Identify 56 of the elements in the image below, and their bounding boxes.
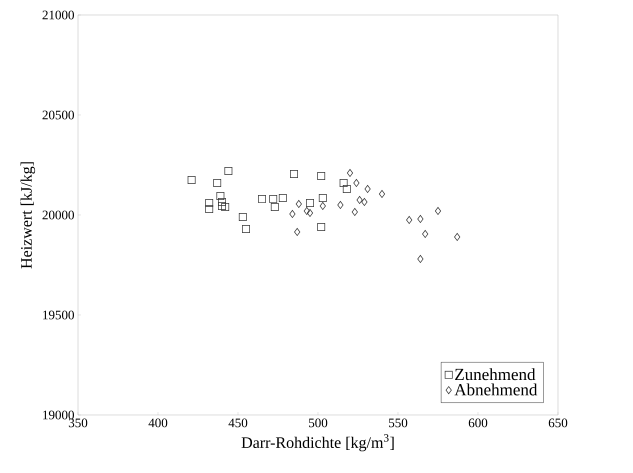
point — [320, 202, 326, 210]
y-tick-label: 20500 — [42, 110, 74, 120]
point — [422, 230, 428, 238]
x-tick-label: 500 — [309, 418, 328, 428]
point — [417, 255, 424, 263]
point — [317, 223, 326, 231]
point — [340, 179, 348, 187]
y-tick-label: 21000 — [42, 10, 74, 20]
point — [318, 194, 327, 202]
point — [290, 170, 298, 178]
point — [188, 176, 196, 184]
x-tick-label: 600 — [468, 418, 488, 428]
point — [213, 179, 222, 187]
point — [216, 192, 224, 200]
x-tick-label: 450 — [228, 418, 248, 428]
y-tick-label: 19000 — [43, 410, 74, 420]
point — [337, 201, 344, 209]
point — [454, 233, 460, 241]
point — [238, 213, 247, 221]
point — [218, 202, 226, 210]
point — [352, 208, 358, 216]
point — [361, 198, 368, 206]
point — [353, 179, 360, 187]
point — [258, 195, 266, 203]
point — [342, 185, 351, 193]
point — [378, 190, 386, 198]
legend-label: Abnehmend — [454, 383, 538, 396]
point — [289, 210, 296, 218]
point — [278, 194, 287, 202]
point — [269, 195, 278, 203]
point — [406, 216, 412, 224]
x-tick-label: 350 — [68, 418, 88, 428]
y-tick-label: 20000 — [42, 210, 74, 220]
x-axis-title: Darr-Rohdichte [kg/m$^{3}$] — [242, 434, 394, 452]
y-tick-label: 19500 — [43, 310, 74, 320]
point — [218, 198, 226, 206]
y-axis-title: Heizwert [kJ/kg] — [20, 162, 36, 269]
point — [317, 172, 326, 180]
point — [270, 203, 279, 211]
x-tick-label: 650 — [548, 418, 568, 428]
x-tick-label: 400 — [148, 418, 168, 428]
point — [221, 203, 230, 211]
point — [356, 196, 363, 204]
x-tick-label: 550 — [389, 418, 408, 428]
point — [364, 185, 371, 193]
point — [224, 167, 232, 175]
point — [306, 209, 314, 217]
point — [242, 225, 250, 233]
point — [417, 215, 424, 223]
point — [296, 200, 302, 208]
point — [294, 228, 300, 236]
legend-label: Zunehmend — [455, 368, 536, 380]
point — [346, 169, 354, 177]
point — [205, 199, 214, 207]
point — [434, 207, 442, 215]
point — [205, 205, 214, 213]
